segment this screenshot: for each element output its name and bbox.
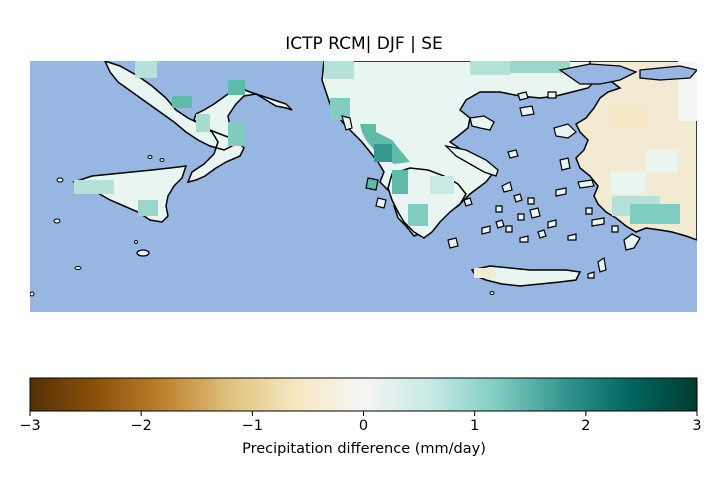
aegean-islands <box>447 91 619 279</box>
colorbar-tick-label: 3 <box>692 418 702 434</box>
island-lampedusa <box>74 266 82 270</box>
lesbos-island <box>553 123 577 139</box>
colorbar-label: Precipitation difference (mm/day) <box>242 441 486 457</box>
thrace-coast <box>558 63 638 85</box>
greece-cell-dark-1 <box>374 144 392 162</box>
thasos-island <box>517 91 529 101</box>
amorgos-island <box>547 219 557 229</box>
island-malta <box>136 249 150 257</box>
italy-cell-teal-3 <box>228 80 245 95</box>
italy-cell-teal-2 <box>172 96 192 108</box>
anatolia-landmass <box>575 61 697 241</box>
colorbar-tick-label: 1 <box>470 418 480 434</box>
samothrace-island <box>547 91 557 99</box>
milos-island <box>481 225 491 235</box>
ios-island <box>537 229 547 239</box>
chalkidiki <box>469 115 495 131</box>
paros-island <box>517 213 525 221</box>
euboea-island <box>444 144 499 177</box>
island-small-1 <box>30 291 35 297</box>
andros-island <box>501 181 513 193</box>
italy-cell-teal-5 <box>196 114 210 132</box>
sicily-cell-teal-2 <box>138 200 158 216</box>
colorbar-tick-label: −2 <box>130 418 152 434</box>
samos-island <box>577 179 595 189</box>
cephalonia-island <box>365 177 379 191</box>
colorbar-ticks <box>29 411 698 416</box>
greece-cell-light-7 <box>510 61 570 73</box>
colorbar <box>29 377 698 416</box>
sifnos-island <box>505 225 513 233</box>
kos-island <box>591 217 605 227</box>
symi-island <box>611 225 619 233</box>
island-aeolian-1 <box>147 155 153 159</box>
mykonos-island <box>527 197 535 205</box>
greece-cell-teal-4 <box>408 204 428 226</box>
italy-cell-teal-1 <box>135 61 157 78</box>
astypalaia-island <box>567 233 577 241</box>
colorbar-tick-label: 2 <box>581 418 591 434</box>
island-aeolian-2 <box>159 158 165 162</box>
greece-cell-teal-3 <box>392 170 408 194</box>
sicily-cell-teal-1 <box>74 180 114 194</box>
anatolia-cell-light-6 <box>610 108 646 128</box>
zakynthos-island <box>375 197 387 209</box>
crete-cell-tan <box>474 268 496 278</box>
anatolia-cell-teal-4 <box>630 204 680 224</box>
italy-cell-teal-4 <box>228 122 244 146</box>
kythira-island <box>447 237 459 249</box>
syros-island <box>495 205 503 213</box>
aegina-island <box>463 197 473 207</box>
greece-cell-light-5 <box>324 61 354 79</box>
colorbar-tick-label: −1 <box>241 418 264 434</box>
karpathos-island <box>597 256 607 273</box>
island-small-2 <box>134 240 138 244</box>
rhodes-island <box>623 233 641 251</box>
chios-island <box>559 157 571 171</box>
marmara-sea <box>639 65 697 81</box>
colorbar-tick-label: 0 <box>358 418 369 434</box>
map-panel <box>30 61 697 312</box>
greece-cell-teal-2 <box>330 98 350 120</box>
crete-island <box>470 265 582 287</box>
gavdos-island <box>489 291 495 295</box>
santorini-island <box>519 235 529 243</box>
greece-cell-light-8 <box>430 176 454 194</box>
corfu-island <box>341 115 353 131</box>
lemnos-island <box>519 105 535 117</box>
tinos-island <box>513 193 523 203</box>
naxos-island <box>529 207 541 219</box>
anatolia-cell-light-1 <box>646 150 678 172</box>
colorbar-tick-label: −3 <box>19 418 41 434</box>
colorbar-fill <box>30 378 697 411</box>
kasos-island <box>587 271 595 279</box>
ikaria-island <box>555 187 567 197</box>
kalymnos-island <box>585 207 593 215</box>
map-title: ICTP RCM| DJF | SE <box>285 34 443 54</box>
serifos-island <box>495 219 505 229</box>
anatolia-cell-light-2 <box>610 172 646 194</box>
island-pantelleria <box>53 218 61 224</box>
skyros-island <box>507 149 519 159</box>
greece-cell-light-6 <box>470 61 510 75</box>
island-egadi <box>56 177 64 183</box>
